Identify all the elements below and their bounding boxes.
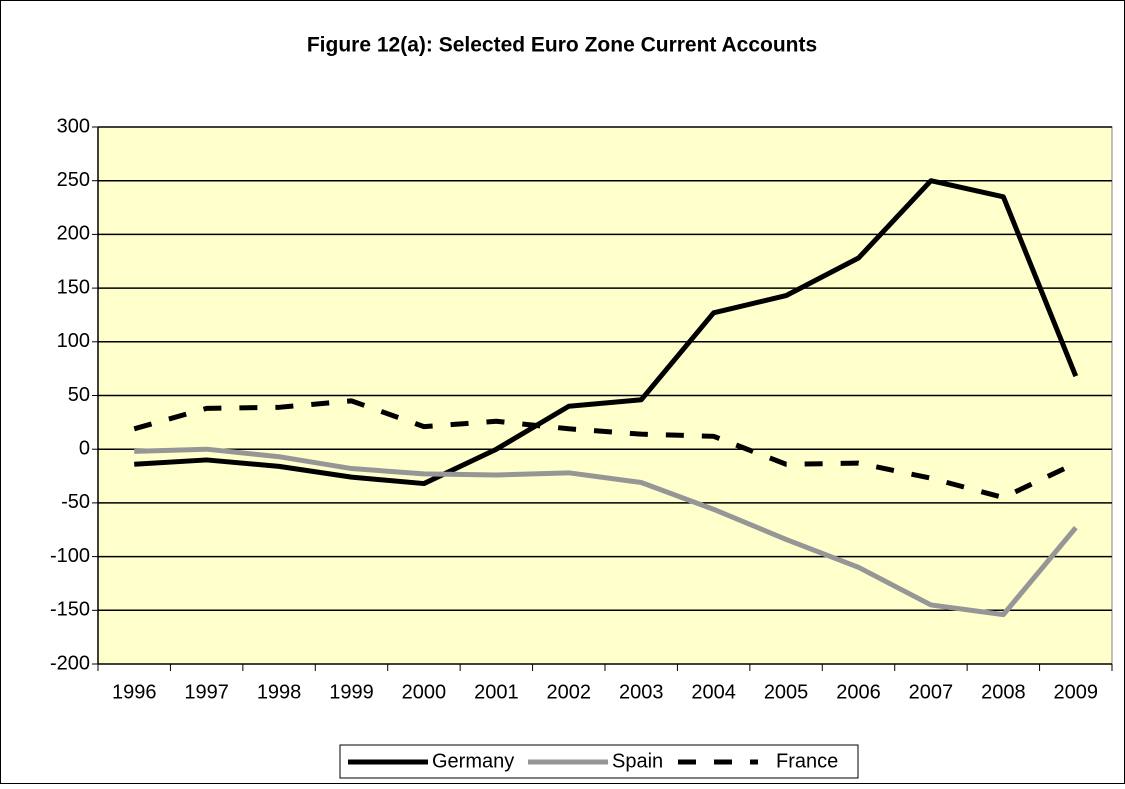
x-tick-label: 2004 [691,681,736,703]
x-tick-label: 2002 [547,681,592,703]
x-tick-label: 1998 [257,681,302,703]
y-tick-label: 200 [57,223,90,245]
x-tick-label: 2001 [474,681,519,703]
x-tick-label: 1999 [329,681,374,703]
x-tick-label: 2005 [764,681,809,703]
x-tick-label: 2006 [836,681,881,703]
legend-label: Germany [432,750,514,772]
x-tick-label: 1997 [184,681,229,703]
x-tick-label: 1996 [112,681,157,703]
x-tick-label: 2000 [402,681,447,703]
series-line [134,178,1079,487]
y-tick-label: -50 [61,491,90,513]
y-tick-label: 0 [79,437,90,459]
y-tick-label: -100 [50,545,90,567]
series-line [134,446,1078,618]
y-tick-label: 50 [68,384,90,406]
x-tick-label: 2003 [619,681,664,703]
x-tick-label: 2007 [909,681,954,703]
chart-title: Figure 12(a): Selected Euro Zone Current… [307,34,817,57]
legend-label: Spain [612,750,663,772]
x-tick-label: 2009 [1054,681,1099,703]
x-tick-label: 2008 [981,681,1026,703]
y-tick-label: 150 [57,276,90,298]
y-tick-label: 250 [57,169,90,191]
y-tick-label: 300 [57,115,90,137]
series-line [133,398,1077,501]
legend-label: France [776,750,838,772]
y-tick-label: -200 [50,652,90,674]
y-tick-label: 100 [57,330,90,352]
y-tick-label: -150 [50,599,90,621]
